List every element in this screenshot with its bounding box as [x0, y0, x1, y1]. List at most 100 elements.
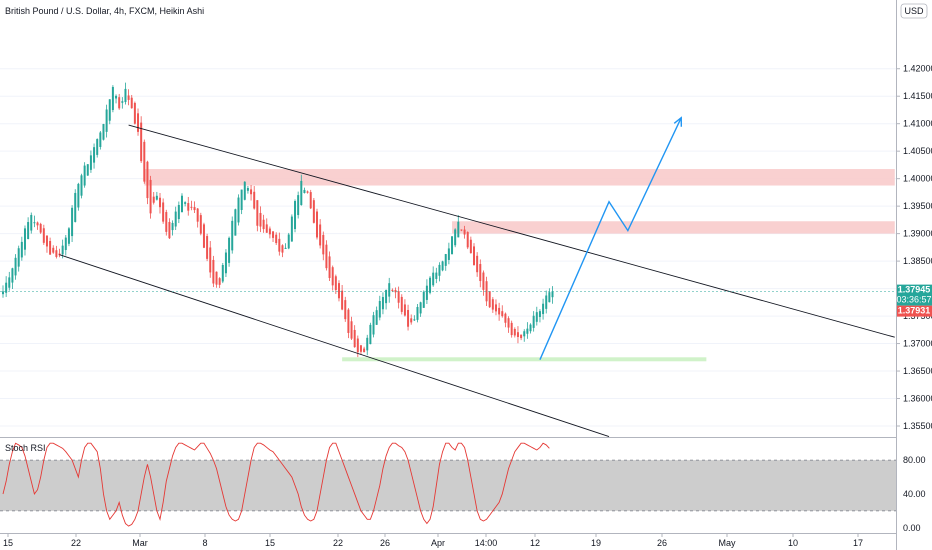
candle-body	[146, 161, 149, 199]
candle-body	[77, 183, 80, 208]
candle-body	[20, 241, 23, 258]
stoch-rsi-line	[2, 442, 550, 527]
candle-body	[174, 211, 177, 227]
price-grid	[0, 68, 896, 427]
candle-body	[466, 232, 469, 248]
candle-body	[316, 211, 318, 238]
time-tick-label: 15	[3, 538, 13, 548]
candle-body	[504, 313, 507, 323]
candle-body	[488, 291, 491, 308]
candle-body	[262, 219, 265, 230]
candle-body	[140, 122, 143, 162]
chart-title: British Pound / U.S. Dollar, 4h, FXCM, H…	[5, 6, 204, 16]
candle-body	[438, 264, 441, 276]
stoch-rsi-pane[interactable]	[0, 442, 896, 527]
candle-body	[177, 205, 180, 220]
candle-body	[429, 277, 432, 293]
candle-body	[359, 345, 362, 352]
candle-body	[168, 221, 171, 239]
candle-body	[312, 200, 315, 223]
candle-body	[33, 222, 36, 224]
candle-body	[240, 189, 243, 211]
candle-body	[287, 234, 290, 249]
projection-path	[539, 117, 682, 360]
candle-body	[309, 192, 312, 209]
candle-body	[281, 245, 284, 253]
candle-body	[479, 264, 482, 282]
candle-body	[353, 329, 356, 348]
price-tick-label: 1.39500	[903, 201, 932, 211]
candle-body	[350, 321, 353, 339]
candle-body	[39, 223, 42, 233]
candle-body	[221, 264, 224, 282]
candle-body	[300, 180, 303, 206]
candle-body	[469, 239, 472, 254]
candle-body	[397, 291, 400, 303]
candle-body	[67, 228, 70, 244]
candle-body	[510, 322, 513, 336]
candle-body	[451, 236, 454, 255]
stoch-tick-label: 80.00	[903, 455, 926, 465]
candle-body	[99, 132, 102, 147]
candle-body	[86, 164, 89, 176]
candle-body	[435, 272, 438, 279]
price-tick-label: 1.36500	[903, 366, 932, 376]
candle-body	[105, 109, 108, 132]
candle-body	[162, 202, 165, 222]
candle-body	[363, 348, 366, 353]
candle-body	[259, 212, 262, 227]
candle-body	[391, 289, 394, 291]
candle-body	[454, 229, 457, 246]
candle-body	[523, 331, 526, 337]
candle-body	[36, 222, 39, 226]
candle-body	[476, 255, 479, 273]
candle-body	[485, 281, 488, 302]
price-tick-label: 1.37000	[903, 339, 932, 349]
price-tick-label: 1.35500	[903, 421, 932, 431]
time-tick-label: 12	[530, 538, 540, 548]
currency-badge[interactable]: USD	[900, 3, 928, 19]
candle-body	[356, 338, 359, 353]
upper-channel-trendline	[128, 124, 895, 338]
candle-body	[11, 268, 14, 283]
candle-body	[184, 202, 187, 204]
candle-body	[30, 214, 33, 231]
candle-body	[425, 285, 428, 300]
candle-body	[193, 207, 196, 211]
prev-price-tag: 1.37931	[897, 305, 932, 317]
candle-body	[306, 191, 309, 193]
candle-body	[491, 299, 494, 310]
candle-body	[513, 328, 516, 336]
candle-body	[278, 238, 281, 252]
candle-body	[102, 124, 105, 140]
candle-body	[108, 99, 111, 121]
support-zone	[342, 357, 707, 362]
drawings-layer	[59, 116, 895, 437]
candle-body	[275, 234, 278, 244]
time-axis[interactable]: 15 22 Mar 8 15 22 26 Apr 14:00 12 19 26 May 10 17	[3, 533, 863, 548]
candle-body	[206, 236, 209, 259]
candle-body	[272, 231, 275, 238]
candle-body	[64, 237, 67, 251]
candle-body	[422, 291, 425, 308]
candle-body	[526, 328, 529, 334]
candle-body	[133, 102, 136, 124]
main-pane[interactable]	[0, 0, 896, 437]
candle-body	[143, 141, 146, 182]
candle-body	[49, 240, 52, 255]
stoch-tick-label: 40.00	[903, 489, 926, 499]
time-tick-label: 17	[853, 538, 863, 548]
time-tick-label: Apr	[431, 538, 445, 548]
candle-body	[303, 189, 306, 193]
candle-body	[407, 309, 410, 327]
candle-body	[80, 175, 83, 196]
candle-body	[61, 245, 64, 255]
price-tick-label: 1.41500	[903, 91, 932, 101]
candle-body	[8, 277, 11, 288]
candle-body	[111, 86, 114, 110]
candle-body	[347, 309, 350, 333]
time-tick-label: 14:00	[475, 538, 498, 548]
candle-body	[199, 215, 202, 234]
candle-body	[127, 95, 130, 100]
